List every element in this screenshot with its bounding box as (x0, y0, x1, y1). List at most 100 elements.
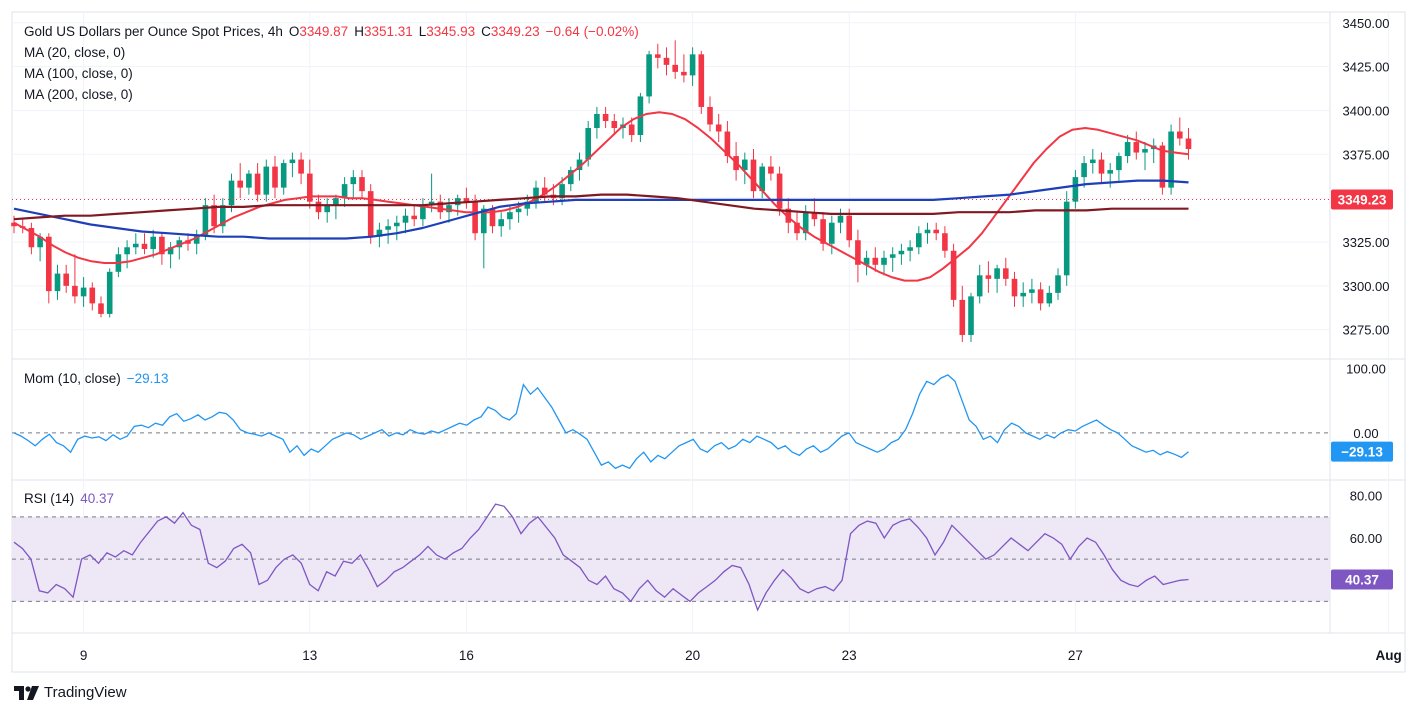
ma200-line (13, 193, 1189, 221)
mom-last-tag-bg (1331, 441, 1393, 462)
time-tick-label: 13 (302, 648, 317, 663)
tradingview-icon (14, 685, 39, 700)
last-price-tag: 3349.23 (1338, 193, 1387, 208)
candle-body-down (602, 113, 609, 121)
rsi-legend[interactable]: RSI (14) 40.37 (24, 491, 120, 506)
candle-body-up (150, 236, 156, 250)
candle-body-down (698, 54, 705, 107)
last-price-tag-bg (1331, 189, 1393, 210)
candle-body-up (889, 254, 896, 258)
candle-body-up (1063, 201, 1070, 276)
price-tick-label: 3275.00 (1343, 323, 1390, 338)
candle-body-up (341, 184, 348, 199)
candle-body-up (646, 54, 652, 97)
ma100-legend[interactable]: MA (100, close, 0) (24, 66, 133, 81)
candle-body-up (37, 236, 43, 248)
candle-body-down (672, 64, 678, 72)
candle-body-down (437, 201, 444, 213)
ma100-line (13, 179, 1189, 240)
candle-body-down (367, 191, 374, 237)
mom-tick-label: 100.00 (1346, 361, 1386, 376)
candle-body-up (1072, 177, 1079, 202)
candle-body-up (167, 247, 174, 255)
candle-body-down (933, 229, 939, 234)
candle-body-up (907, 247, 913, 251)
candle-body-down (159, 236, 165, 255)
candle-body-down (715, 124, 722, 132)
candle-body-up (80, 287, 87, 297)
candle-body-down (811, 212, 818, 220)
momentum-pane (12, 374, 1330, 470)
low-value: 3345.93 (426, 24, 476, 39)
candle-body-down (72, 285, 78, 297)
candle-body-down (681, 71, 687, 76)
candle-body-down (11, 222, 17, 227)
candle-body-down (141, 243, 148, 250)
candle-body-down (950, 250, 957, 300)
ma20-line (13, 111, 1189, 282)
candle-body-down (307, 173, 313, 202)
candle-body-down (724, 131, 731, 157)
candle-body-up (289, 159, 296, 164)
candle-body-up (324, 205, 330, 213)
close-label: C (481, 24, 491, 39)
candle-body-down (1011, 278, 1018, 297)
candle-body-up (759, 166, 765, 192)
time-tick-label: 20 (685, 648, 700, 663)
candle-body-up (333, 198, 339, 206)
candle-body-down (663, 57, 670, 65)
candle-body-down (489, 208, 496, 227)
candle-body-down (237, 180, 243, 188)
low-label: L (418, 24, 427, 39)
candle-body-up (54, 273, 61, 292)
mom-legend-label: Mom (10, close) (24, 371, 121, 386)
candle-body-down (1003, 268, 1009, 279)
tradingview-logo[interactable]: TradingView (14, 684, 127, 701)
candle-body-down (820, 219, 826, 244)
candle-body-up (1081, 163, 1087, 178)
ma20-legend[interactable]: MA (20, close, 0) (24, 45, 126, 60)
rsi-line (13, 503, 1189, 612)
mom-legend[interactable]: Mom (10, close) −29.13 (24, 371, 174, 386)
time-tick-label: Aug (1375, 648, 1401, 663)
candle-body-up (280, 163, 287, 188)
candle-body-down (1098, 159, 1105, 174)
brand-name: TradingView (44, 684, 127, 701)
candle-body-up (498, 219, 504, 227)
candle-body-up (202, 205, 209, 235)
candle-body-down (750, 159, 757, 192)
chart-frame (11, 11, 1406, 673)
price-tick-label: 3400.00 (1343, 103, 1390, 118)
candle-body-up (446, 205, 452, 213)
candle-body-up (576, 159, 583, 171)
open-value: 3349.87 (299, 24, 349, 39)
high-label: H (354, 24, 364, 39)
rsi-tick-label: 80.00 (1350, 489, 1383, 504)
candle-body-up (863, 257, 870, 265)
price-tick-label: 3450.00 (1343, 16, 1390, 31)
ma200-legend[interactable]: MA (200, close, 0) (24, 87, 133, 102)
candle-body-up (1142, 149, 1148, 153)
close-value: 3349.23 (490, 24, 540, 39)
candle-body-down (463, 198, 470, 202)
candle-body-up (916, 233, 922, 248)
mom-tick-label: 0.00 (1353, 426, 1378, 441)
candle-body-up (924, 229, 931, 234)
candle-body-up (1029, 289, 1035, 293)
candle-body-up (829, 222, 835, 244)
candle-body-up (1124, 142, 1131, 157)
candle-body-down (872, 257, 879, 265)
candle-body-down (611, 120, 618, 128)
candles (11, 40, 1330, 342)
candle-body-down (985, 275, 992, 279)
candle-body-up (1046, 292, 1053, 304)
candle-body-down (1177, 131, 1183, 139)
candle-body-up (133, 243, 139, 248)
candle-body-down (541, 187, 548, 195)
candle-body-down (959, 299, 966, 335)
rsi-last-tag: 40.37 (1345, 572, 1379, 587)
candle-body-up (263, 166, 270, 195)
candle-body-up (124, 247, 130, 255)
price-tick-label: 3425.00 (1343, 60, 1390, 75)
